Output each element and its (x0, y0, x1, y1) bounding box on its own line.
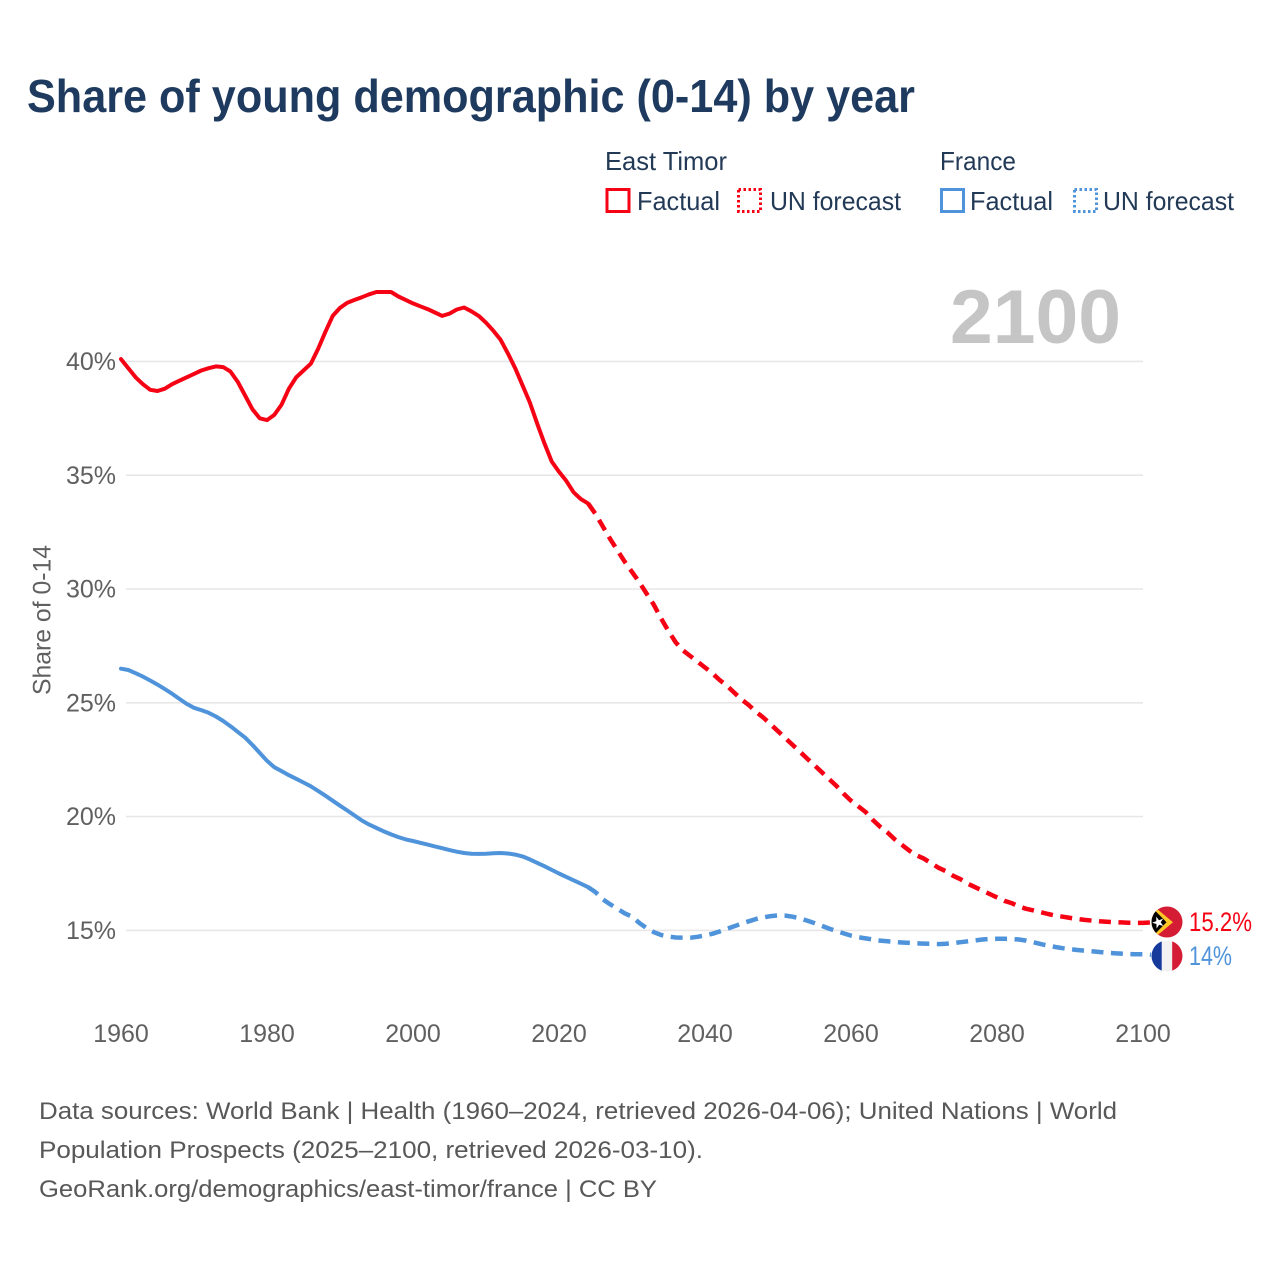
svg-text:2100: 2100 (950, 275, 1121, 360)
svg-text:15.2%: 15.2% (1189, 907, 1252, 937)
svg-text:Population Prospects (2025–210: Population Prospects (2025–2100, retriev… (39, 1137, 703, 1164)
svg-text:35%: 35% (66, 462, 116, 490)
svg-text:2100: 2100 (1115, 1020, 1171, 1048)
svg-text:Share of 0-14: Share of 0-14 (29, 545, 57, 695)
svg-text:GeoRank.org/demographics/east-: GeoRank.org/demographics/east-timor/fran… (39, 1176, 657, 1203)
svg-text:25%: 25% (66, 689, 116, 717)
svg-text:Factual: Factual (637, 186, 720, 216)
svg-text:UN forecast: UN forecast (1103, 186, 1235, 216)
svg-text:Share of young demographic (0-: Share of young demographic (0-14) by yea… (27, 70, 915, 122)
svg-text:2080: 2080 (969, 1020, 1025, 1048)
svg-text:30%: 30% (66, 576, 116, 604)
svg-text:2000: 2000 (385, 1020, 441, 1048)
svg-text:2060: 2060 (823, 1020, 879, 1048)
svg-text:40%: 40% (66, 348, 116, 376)
svg-text:Data sources: World Bank | Hea: Data sources: World Bank | Health (1960–… (39, 1098, 1117, 1125)
svg-text:Factual: Factual (970, 186, 1053, 216)
svg-text:20%: 20% (66, 803, 116, 831)
svg-text:East Timor: East Timor (605, 146, 727, 176)
svg-text:2040: 2040 (677, 1020, 733, 1048)
svg-text:14%: 14% (1189, 941, 1232, 971)
svg-text:2020: 2020 (531, 1020, 587, 1048)
svg-text:1960: 1960 (93, 1020, 149, 1048)
svg-text:15%: 15% (66, 917, 116, 945)
svg-text:1980: 1980 (239, 1020, 295, 1048)
svg-text:France: France (940, 146, 1016, 176)
svg-text:UN forecast: UN forecast (770, 186, 902, 216)
